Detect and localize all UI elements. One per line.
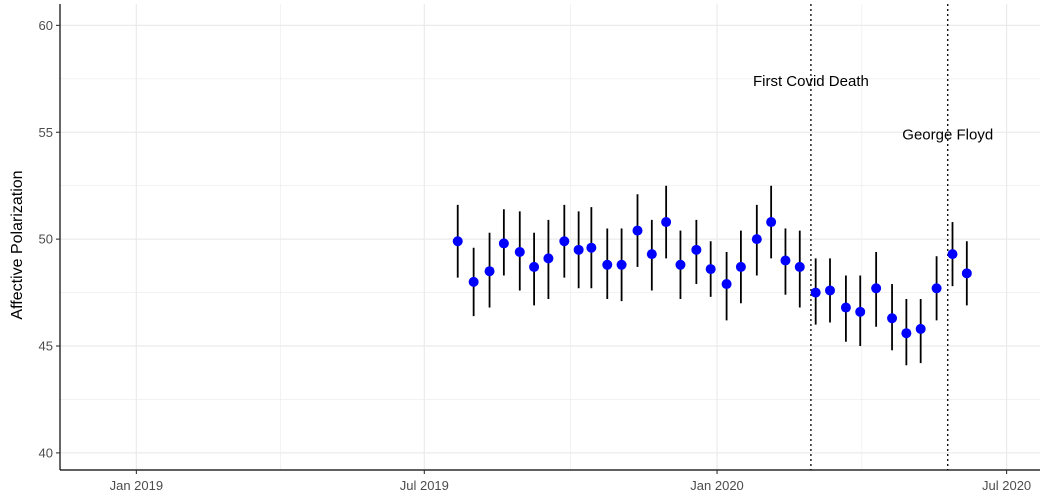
axes: [56, 4, 1040, 474]
y-tick-label: 60: [39, 18, 53, 33]
data-point: [691, 244, 702, 255]
data-point: [573, 244, 584, 255]
error-bars: [456, 185, 968, 366]
data-point: [705, 264, 716, 275]
x-tick-label: Jul 2019: [400, 478, 449, 493]
data-point: [871, 283, 882, 294]
data-point: [675, 259, 686, 270]
data-point: [840, 302, 851, 313]
data-point: [646, 249, 657, 260]
data-point: [915, 323, 926, 334]
data-point: [735, 261, 746, 272]
data-point: [901, 328, 912, 339]
data-point: [855, 306, 866, 317]
data-point: [947, 249, 958, 260]
y-tick-label: 50: [39, 232, 53, 247]
y-axis-title: Affective Polarization: [9, 170, 26, 319]
data-point: [586, 242, 597, 253]
data-point: [559, 236, 570, 247]
data-point: [887, 313, 898, 324]
data-point: [484, 266, 495, 277]
data-point: [780, 255, 791, 266]
data-point: [810, 287, 821, 298]
x-tick-labels: Jan 2019 Jul 2019 Jan 2020 Jul 2020: [110, 478, 1032, 493]
y-tick-label: 55: [39, 125, 53, 140]
data-point: [452, 236, 463, 247]
data-point: [602, 259, 613, 270]
data-point: [616, 259, 627, 270]
data-point: [721, 279, 732, 290]
y-tick-label: 40: [39, 445, 53, 460]
y-tick-labels: 40 45 50 55 60: [39, 18, 53, 461]
data-point: [794, 261, 805, 272]
x-tick-label: Jan 2019: [110, 478, 164, 493]
event-annotation: George Floyd: [902, 126, 993, 143]
data-point: [766, 217, 777, 228]
data-point: [661, 217, 672, 228]
data-point: [514, 246, 525, 257]
data-point: [498, 238, 509, 249]
grid-lines: [60, 4, 1040, 470]
x-tick-label: Jul 2020: [982, 478, 1031, 493]
event-annotation: First Covid Death: [753, 73, 869, 90]
annotations: First Covid Death George Floyd: [753, 73, 993, 143]
y-tick-label: 45: [39, 339, 53, 354]
data-point: [468, 276, 479, 287]
data-point: [825, 285, 835, 296]
data-point: [529, 261, 540, 272]
data-points: [452, 217, 972, 339]
data-point: [931, 283, 942, 294]
data-point: [961, 268, 972, 279]
data-point: [632, 225, 643, 236]
data-point: [543, 253, 554, 264]
x-tick-label: Jan 2020: [690, 478, 744, 493]
data-point: [751, 234, 762, 245]
